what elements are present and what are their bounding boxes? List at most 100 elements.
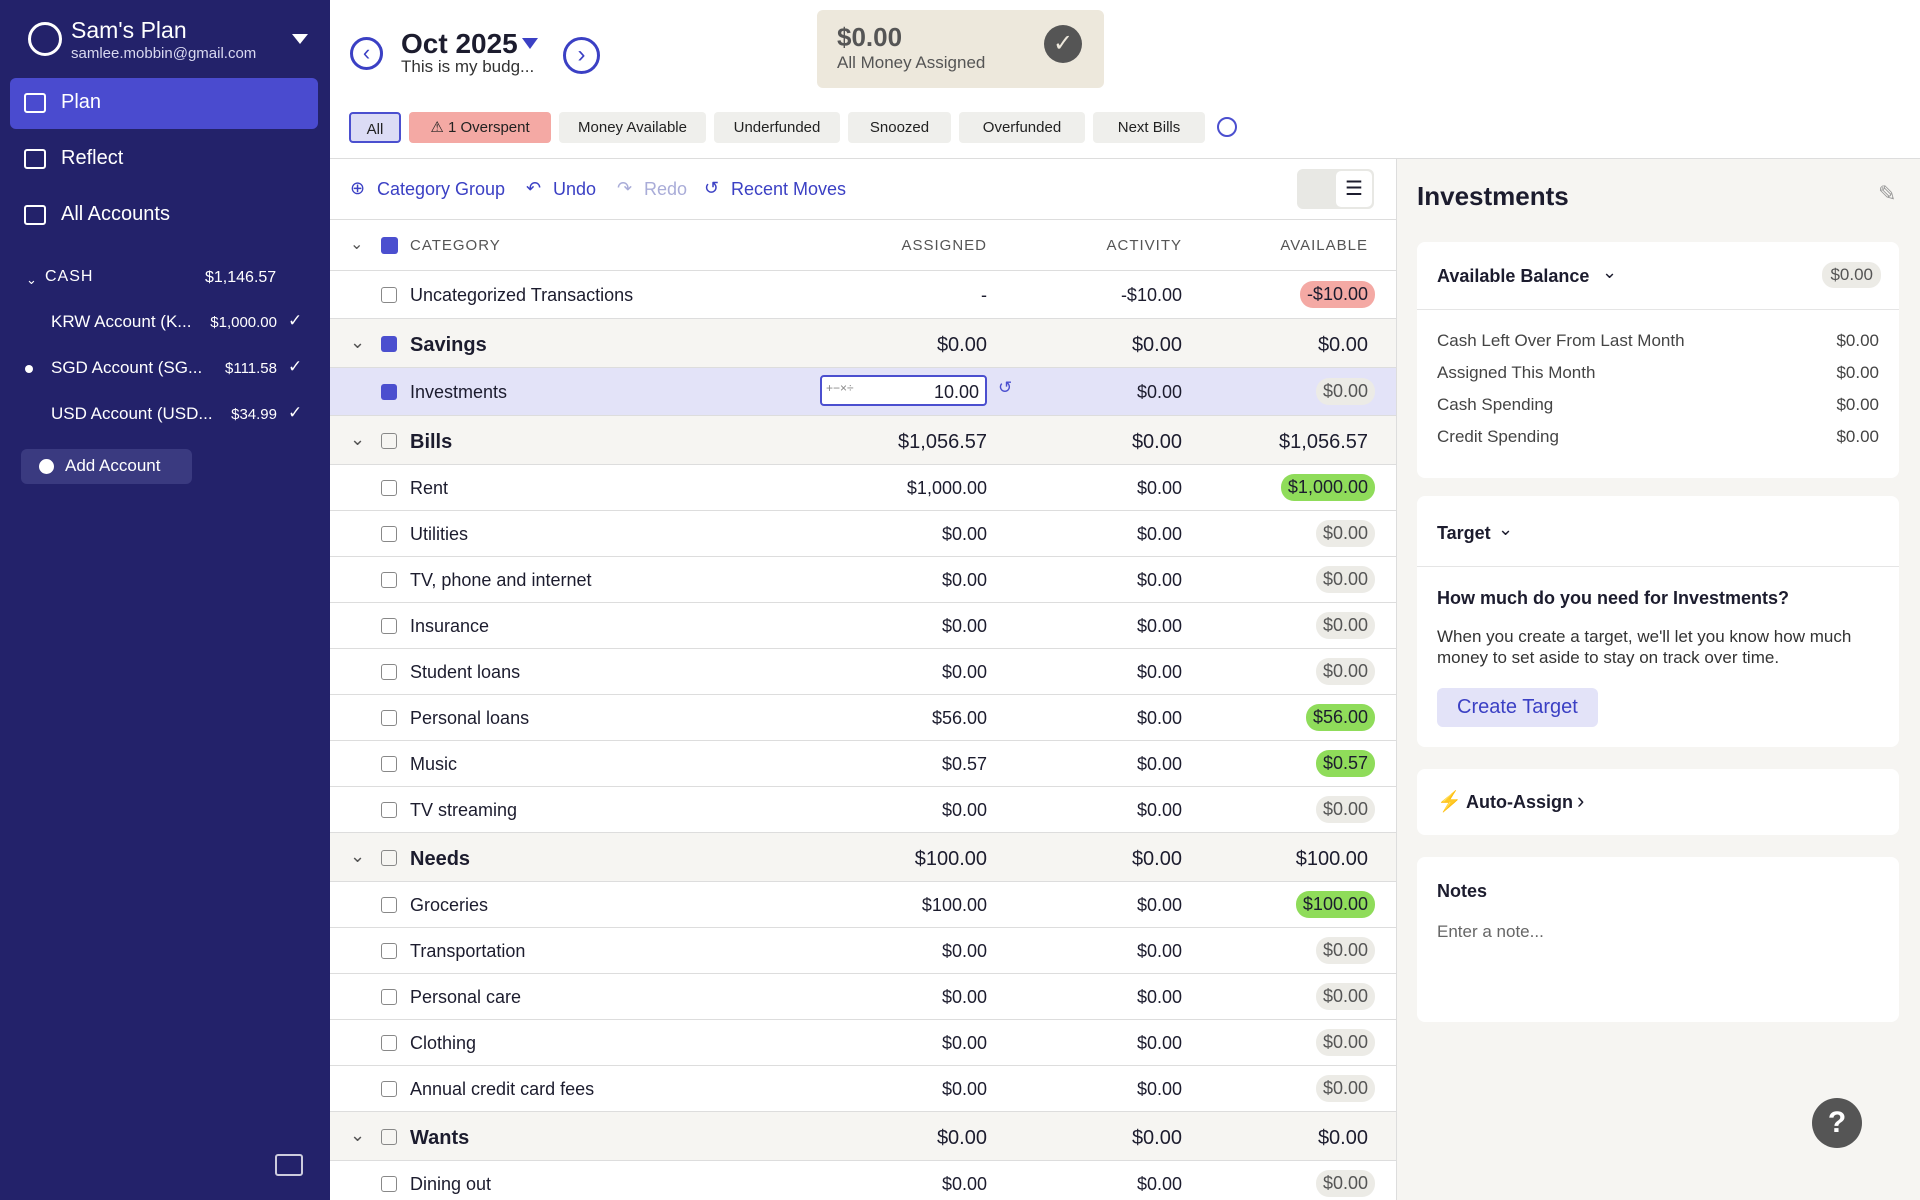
- checkbox[interactable]: [381, 1128, 397, 1145]
- assigned[interactable]: $1,000.00: [906, 478, 987, 498]
- activity[interactable]: $0.00: [1136, 708, 1182, 728]
- assigned[interactable]: $0.00: [941, 524, 987, 544]
- help-button[interactable]: ?: [1812, 1098, 1862, 1148]
- table-row[interactable]: Investments +−×÷ 10.00 ↺ $0.00 $0.00: [330, 368, 1396, 416]
- collapse-all[interactable]: ⌄: [350, 236, 364, 253]
- assigned[interactable]: $0.00: [941, 1174, 987, 1194]
- assigned-input[interactable]: +−×÷ 10.00: [820, 375, 987, 406]
- table-row[interactable]: ⌄ Needs $100.00 $0.00 $100.00: [330, 833, 1396, 882]
- table-row[interactable]: Insurance $0.00 $0.00 $0.00: [330, 603, 1396, 649]
- checkbox[interactable]: [381, 1081, 397, 1097]
- prev-month[interactable]: ‹: [350, 37, 383, 70]
- table-row[interactable]: Clothing $0.00 $0.00 $0.00: [330, 1020, 1396, 1066]
- activity[interactable]: $0.00: [1136, 1174, 1182, 1194]
- assigned[interactable]: $0.00: [941, 1079, 987, 1099]
- group-chevron[interactable]: ⌄: [350, 331, 366, 352]
- filter-chip[interactable]: All: [349, 112, 401, 143]
- activity[interactable]: $0.00: [1136, 616, 1182, 636]
- available-pill[interactable]: $56.00: [1305, 704, 1375, 731]
- assigned[interactable]: $56.00: [931, 708, 987, 728]
- account-name[interactable]: SGD Account (SG...: [51, 358, 203, 377]
- table-row[interactable]: Personal loans $56.00 $0.00 $56.00: [330, 695, 1396, 741]
- available-pill[interactable]: $0.00: [1315, 566, 1375, 593]
- available-pill[interactable]: $0.00: [1315, 612, 1375, 639]
- assigned[interactable]: $0.00: [936, 333, 987, 356]
- checkbox[interactable]: [381, 989, 397, 1005]
- available-pill[interactable]: $0.00: [1315, 1170, 1375, 1197]
- table-row[interactable]: ⌄ Wants $0.00 $0.00 $0.00: [330, 1112, 1396, 1161]
- filter-chip[interactable]: Underfunded: [714, 112, 840, 143]
- table-row[interactable]: Personal care $0.00 $0.00 $0.00: [330, 974, 1396, 1020]
- available-pill[interactable]: $1,000.00: [1280, 474, 1375, 501]
- activity[interactable]: $0.00: [1136, 987, 1182, 1007]
- activity[interactable]: $0.00: [1136, 941, 1182, 961]
- filter-settings[interactable]: [1217, 117, 1237, 137]
- account-name[interactable]: USD Account (USD...: [51, 404, 213, 423]
- next-month[interactable]: ›: [563, 37, 600, 74]
- auto-assign-card[interactable]: ⚡ Auto-Assign ›: [1417, 769, 1899, 835]
- group-chevron[interactable]: ⌄: [350, 845, 366, 866]
- assigned[interactable]: $0.00: [941, 570, 987, 590]
- filter-chip[interactable]: ⚠ 1 Overspent: [409, 112, 551, 143]
- table-row[interactable]: TV, phone and internet $0.00 $0.00 $0.00: [330, 557, 1396, 603]
- assigned[interactable]: $100.00: [914, 847, 987, 870]
- checkbox[interactable]: [381, 335, 397, 352]
- activity[interactable]: $0.00: [1136, 570, 1182, 590]
- available-pill[interactable]: $0.00: [1315, 658, 1375, 685]
- checkbox[interactable]: [381, 1176, 397, 1192]
- filter-chip[interactable]: Snoozed: [848, 112, 951, 143]
- available-pill[interactable]: $100.00: [1295, 891, 1375, 918]
- table-row[interactable]: ⌄ Bills $1,056.57 $0.00 $1,056.57: [330, 416, 1396, 465]
- toolbar-button[interactable]: Redo: [644, 179, 688, 199]
- assigned[interactable]: $0.00: [941, 800, 987, 820]
- available-pill[interactable]: $0.00: [1315, 1075, 1375, 1102]
- checkbox[interactable]: [381, 664, 397, 680]
- nav-item[interactable]: Reflect: [61, 147, 124, 169]
- toolbar-button[interactable]: Category Group: [377, 179, 506, 199]
- add-account[interactable]: Add Account: [21, 449, 192, 484]
- assigned[interactable]: -: [981, 285, 987, 305]
- table-row[interactable]: Groceries $100.00 $0.00 $100.00: [330, 882, 1396, 928]
- activity[interactable]: $0.00: [1136, 478, 1182, 498]
- activity[interactable]: $0.00: [1131, 430, 1182, 453]
- checkbox[interactable]: [381, 710, 397, 726]
- account-name[interactable]: KRW Account (K...: [51, 312, 192, 331]
- activity[interactable]: $0.00: [1131, 333, 1182, 356]
- assigned[interactable]: $100.00: [921, 895, 987, 915]
- table-row[interactable]: Rent $1,000.00 $0.00 $1,000.00: [330, 465, 1396, 511]
- activity[interactable]: $0.00: [1136, 524, 1182, 544]
- table-row[interactable]: TV streaming $0.00 $0.00 $0.00: [330, 787, 1396, 833]
- filter-chip[interactable]: Overfunded: [959, 112, 1085, 143]
- activity[interactable]: $0.00: [1136, 754, 1182, 774]
- checkbox[interactable]: [381, 1035, 397, 1051]
- table-row[interactable]: Transportation $0.00 $0.00 $0.00: [330, 928, 1396, 974]
- activity[interactable]: $0.00: [1136, 895, 1182, 915]
- assigned[interactable]: $0.00: [941, 941, 987, 961]
- checkbox[interactable]: [381, 432, 397, 449]
- history-icon[interactable]: ↺: [998, 378, 1013, 397]
- table-row[interactable]: Music $0.57 $0.00 $0.57: [330, 741, 1396, 787]
- available-pill[interactable]: $0.00: [1315, 937, 1375, 964]
- checkbox[interactable]: [381, 802, 397, 818]
- target-label[interactable]: Target: [1437, 523, 1491, 543]
- activity[interactable]: $0.00: [1131, 847, 1182, 870]
- activity[interactable]: $0.00: [1136, 1079, 1182, 1099]
- assigned[interactable]: $0.00: [941, 662, 987, 682]
- notes-input[interactable]: Enter a note...: [1437, 922, 1544, 941]
- group-chevron[interactable]: ⌄: [350, 428, 366, 449]
- checkbox[interactable]: [381, 287, 397, 303]
- activity[interactable]: $0.00: [1131, 1126, 1182, 1149]
- activity[interactable]: $0.00: [1136, 662, 1182, 682]
- nav-item[interactable]: All Accounts: [61, 203, 170, 225]
- table-row[interactable]: Uncategorized Transactions - -$10.00 -$10.0…: [330, 271, 1396, 319]
- available-pill[interactable]: $0.00: [1315, 378, 1375, 405]
- available-pill[interactable]: $0.00: [1315, 1029, 1375, 1056]
- checkbox[interactable]: [381, 572, 397, 588]
- nav-item[interactable]: Plan: [61, 91, 102, 113]
- create-target[interactable]: Create Target: [1437, 688, 1598, 727]
- assigned[interactable]: $0.00: [941, 987, 987, 1007]
- checkbox[interactable]: [381, 384, 397, 400]
- checkbox[interactable]: [381, 849, 397, 866]
- edit-icon[interactable]: ✎: [1878, 181, 1897, 206]
- balance-label[interactable]: Available Balance: [1437, 266, 1590, 286]
